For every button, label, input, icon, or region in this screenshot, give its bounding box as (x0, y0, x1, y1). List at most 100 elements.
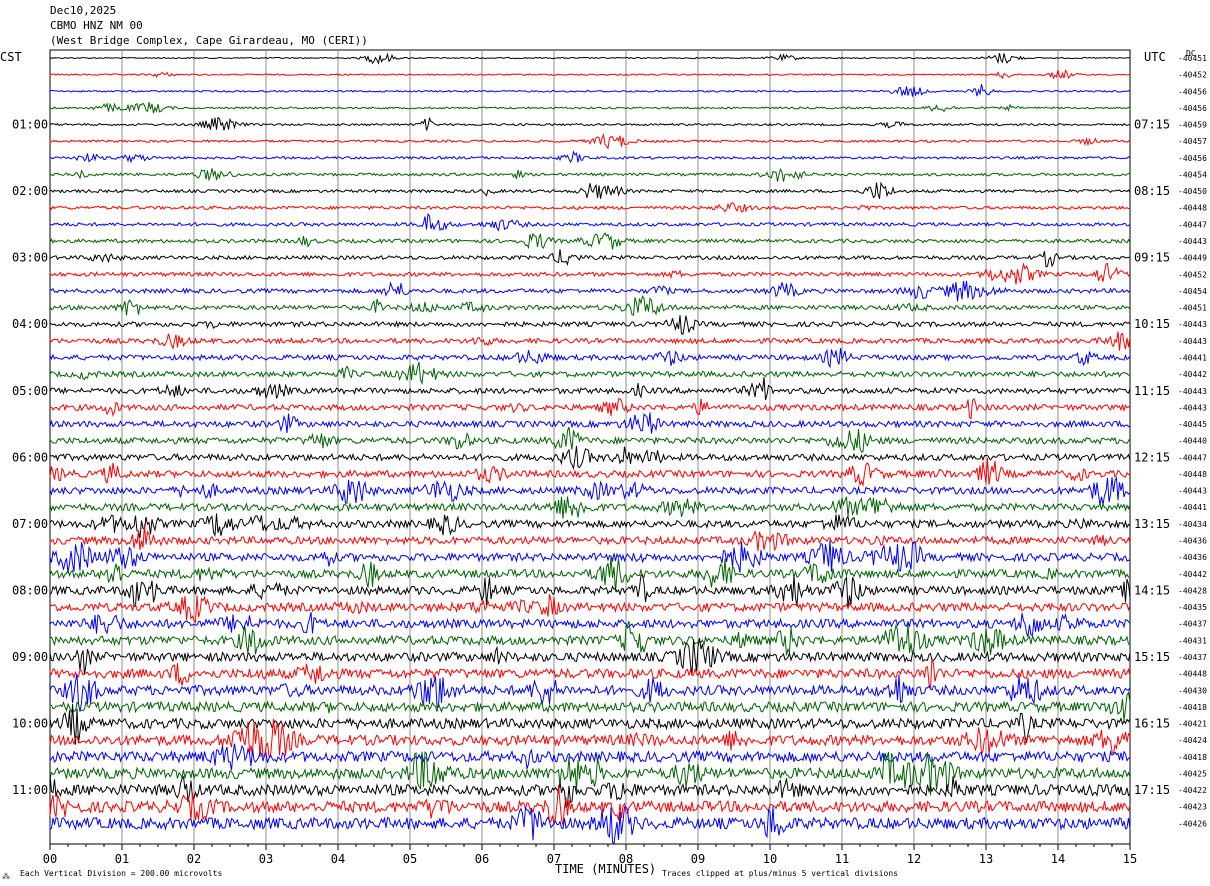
trace-line (49, 150, 1131, 164)
x-tick-label: 12 (907, 852, 921, 866)
trace-line (49, 361, 1131, 386)
x-tick-label: 05 (403, 852, 417, 866)
trace-line (49, 476, 1131, 506)
dc-offset-label: -40447 (1178, 220, 1207, 229)
dc-offset-label: -40448 (1178, 670, 1207, 679)
dc-offset-label: -40442 (1178, 370, 1207, 379)
right-hour-label: 09:15 (1134, 251, 1170, 265)
trace-line (49, 446, 1131, 471)
trace-group (49, 52, 1131, 845)
trace-line (49, 658, 1131, 689)
dc-offset-label: -40456 (1178, 154, 1207, 163)
dc-offset-label: -40428 (1178, 586, 1207, 595)
trace-line (49, 574, 1131, 609)
dc-offset-label: -40441 (1178, 503, 1207, 512)
right-hour-label: 08:15 (1134, 184, 1170, 198)
dc-offset-label: -40437 (1178, 620, 1207, 629)
trace-line (49, 102, 1131, 114)
trace-line (49, 611, 1131, 639)
x-tick-label: 01 (115, 852, 129, 866)
trace-line (49, 785, 1131, 826)
right-hour-label: 12:15 (1134, 450, 1170, 464)
x-tick-label: 02 (187, 852, 201, 866)
right-hour-label: 16:15 (1134, 717, 1170, 731)
dc-offset-label: -40448 (1178, 204, 1207, 213)
trace-line (49, 496, 1131, 519)
right-hour-label: 14:15 (1134, 583, 1170, 597)
trace-line (49, 691, 1131, 721)
left-hour-label: 06:00 (12, 450, 48, 464)
dc-offset-label: -40454 (1178, 170, 1207, 179)
dc-offset-label: -40421 (1178, 720, 1207, 729)
x-tick-label: 10 (763, 852, 777, 866)
dc-offset-label: -40440 (1178, 437, 1207, 446)
dc-offset-label: -40437 (1178, 653, 1207, 662)
dc-offset-label: -40441 (1178, 353, 1207, 362)
x-tick-label: 09 (691, 852, 705, 866)
trace-line (49, 704, 1131, 745)
x-tick-label: 04 (331, 852, 345, 866)
dc-offset-label: -40445 (1178, 420, 1207, 429)
trace-line (49, 750, 1131, 796)
dc-offset-label: -40443 (1178, 337, 1207, 346)
x-tick-label: 07 (547, 852, 561, 866)
right-hour-label: 07:15 (1134, 118, 1170, 132)
trace-line (49, 295, 1131, 316)
dc-offset-label: -40442 (1178, 570, 1207, 579)
dc-offset-label: -40451 (1178, 304, 1207, 313)
x-tick-label: 00 (43, 852, 57, 866)
dc-offset-label: -40443 (1178, 403, 1207, 412)
header-station: CBMO HNZ NM 00 (50, 19, 143, 32)
right-timezone-label: UTC (1144, 50, 1166, 64)
dc-offset-label: -40422 (1178, 786, 1207, 795)
trace-line (49, 397, 1131, 420)
trace-line (49, 524, 1131, 552)
dc-offset-label: -40447 (1178, 453, 1207, 462)
trace-line (49, 513, 1131, 538)
dc-offset-label: -40418 (1178, 753, 1207, 762)
dc-offset-label: -40456 (1178, 104, 1207, 113)
dc-offset-label: -40436 (1178, 553, 1207, 562)
trace-line (49, 262, 1131, 285)
trace-line (49, 84, 1131, 98)
dc-offset-label: -40430 (1178, 686, 1207, 695)
trace-line (49, 249, 1131, 268)
dc-offset-label: -40457 (1178, 137, 1207, 146)
trace-line (49, 167, 1131, 182)
dc-offset-label: -40425 (1178, 769, 1207, 778)
dc-offset-label: -40451 (1178, 54, 1207, 63)
dc-offset-label: -40423 (1178, 803, 1207, 812)
x-tick-label: 15 (1123, 852, 1137, 866)
dc-offset-label: -40424 (1178, 736, 1207, 745)
trace-line (49, 638, 1131, 675)
trace-line (49, 774, 1131, 809)
trace-line (49, 212, 1131, 232)
trace-line (49, 806, 1131, 845)
vertical-division-note: Each Vertical Division = 200.00 microvol… (20, 869, 222, 878)
label-group: 00 01 02 03 04 05 06 07 08 09 10 11 12 13 14 15 -40451 -4… (0, 49, 1207, 881)
left-hour-label: 10:00 (12, 717, 48, 731)
trace-line (49, 132, 1131, 150)
dc-header-label: DC (1186, 49, 1196, 58)
dc-offset-label: -40452 (1178, 71, 1207, 80)
header-location: (West Bridge Complex, Cape Girardeau, MO… (50, 34, 368, 47)
trace-line (49, 202, 1131, 213)
right-hour-label: 17:15 (1134, 783, 1170, 797)
dc-offset-label: -40426 (1178, 819, 1207, 828)
trace-line (49, 69, 1131, 80)
dc-offset-label: -40443 (1178, 320, 1207, 329)
dc-offset-label: -40443 (1178, 487, 1207, 496)
dc-offset-label: -40434 (1178, 520, 1207, 529)
trace-line (49, 52, 1131, 65)
dc-offset-label: -40431 (1178, 636, 1207, 645)
x-tick-label: 11 (835, 852, 849, 866)
header-date: Dec10,2025 (50, 4, 117, 17)
trace-line (49, 593, 1131, 624)
left-hour-label: 01:00 (12, 118, 48, 132)
dc-offset-label: -40450 (1178, 187, 1207, 196)
right-hour-label: 15:15 (1134, 650, 1170, 664)
clip-note: Traces clipped at plus/minus 5 vertical … (662, 869, 898, 878)
dc-offset-label: -40443 (1178, 387, 1207, 396)
trace-line (49, 621, 1131, 656)
